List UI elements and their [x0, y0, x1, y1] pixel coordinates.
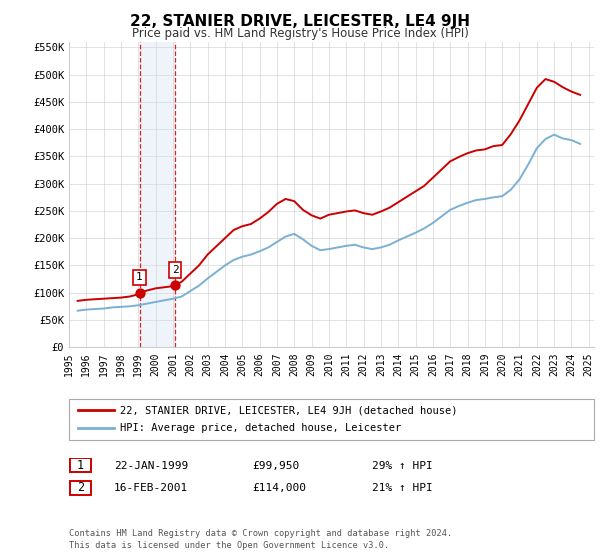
- Text: 1: 1: [136, 273, 143, 282]
- FancyBboxPatch shape: [70, 458, 91, 473]
- Text: 21% ↑ HPI: 21% ↑ HPI: [372, 483, 433, 493]
- Text: 2: 2: [172, 265, 178, 275]
- Text: 2: 2: [77, 481, 84, 494]
- FancyBboxPatch shape: [70, 480, 91, 495]
- Text: £99,950: £99,950: [252, 461, 299, 471]
- Point: [170, 281, 180, 290]
- Text: 22, STANIER DRIVE, LEICESTER, LE4 9JH (detached house): 22, STANIER DRIVE, LEICESTER, LE4 9JH (d…: [120, 405, 458, 415]
- Text: 29% ↑ HPI: 29% ↑ HPI: [372, 461, 433, 471]
- Text: HPI: Average price, detached house, Leicester: HPI: Average price, detached house, Leic…: [120, 422, 401, 432]
- Bar: [140, 42, 175, 347]
- Text: 16-FEB-2001: 16-FEB-2001: [114, 483, 188, 493]
- Text: 22, STANIER DRIVE, LEICESTER, LE4 9JH: 22, STANIER DRIVE, LEICESTER, LE4 9JH: [130, 14, 470, 29]
- Text: £114,000: £114,000: [252, 483, 306, 493]
- Point: [135, 288, 145, 297]
- Text: 22-JAN-1999: 22-JAN-1999: [114, 461, 188, 471]
- Text: Contains HM Land Registry data © Crown copyright and database right 2024.
This d: Contains HM Land Registry data © Crown c…: [69, 529, 452, 550]
- Text: Price paid vs. HM Land Registry's House Price Index (HPI): Price paid vs. HM Land Registry's House …: [131, 27, 469, 40]
- Text: 1: 1: [77, 459, 84, 472]
